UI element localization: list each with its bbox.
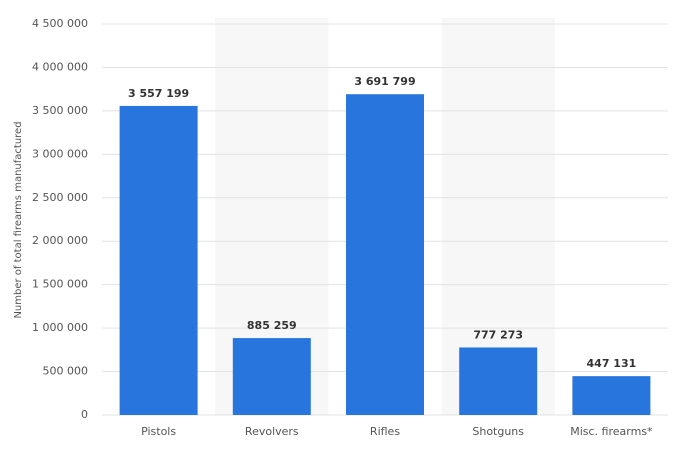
y-tick-label: 2 000 000 [32,234,88,247]
x-tick-label: Rifles [370,425,400,438]
value-label: 3 691 799 [354,75,415,88]
y-tick-label: 1 000 000 [32,321,88,334]
y-tick-label: 1 500 000 [32,278,88,291]
y-tick-label: 0 [81,408,88,421]
bar [346,94,424,415]
y-tick-label: 2 500 000 [32,191,88,204]
value-label: 777 273 [473,328,523,341]
x-tick-label: Misc. firearms* [570,425,653,438]
value-label: 885 259 [247,319,297,332]
bar [459,347,538,415]
x-tick-label: Revolvers [245,425,299,438]
y-axis-label: Number of total firearms manufactured [13,121,24,318]
y-tick-label: 4 000 000 [32,60,88,73]
bar [119,105,198,415]
y-tick-label: 4 500 000 [32,17,88,30]
y-tick-label: 500 000 [43,365,89,378]
y-tick-label: 3 500 000 [32,104,88,117]
value-label: 3 557 199 [128,87,189,100]
bar [572,376,651,415]
x-tick-label: Shotguns [472,425,524,438]
y-tick-label: 3 000 000 [32,147,88,160]
value-label: 447 131 [587,357,637,370]
bar [232,338,311,415]
x-tick-label: Pistols [141,425,176,438]
